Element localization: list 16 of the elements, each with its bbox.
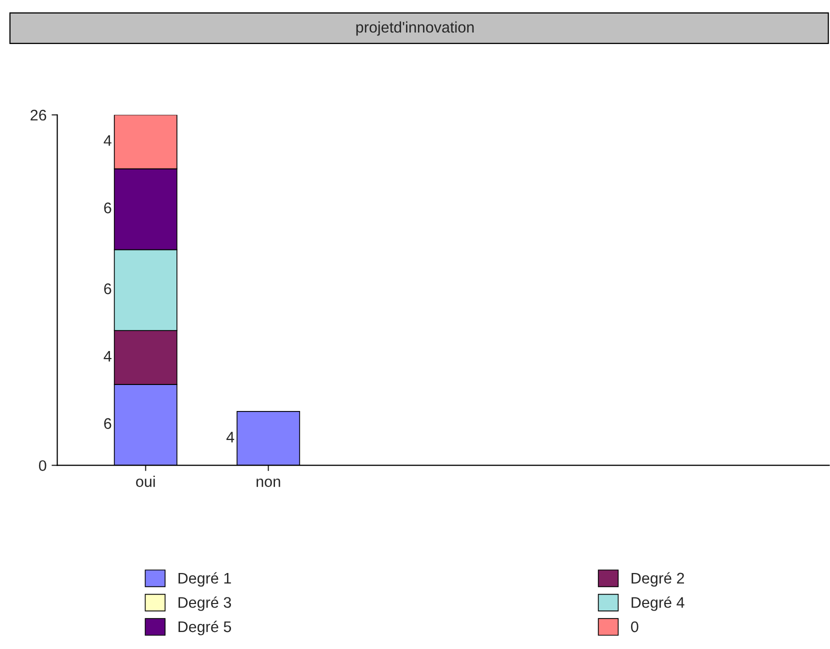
- legend-label: Degré 4: [632, 596, 684, 611]
- legend-label: Degré 1: [178, 572, 231, 587]
- y-tick-label: 26: [30, 110, 46, 121]
- legend-label: 0: [631, 621, 638, 632]
- legend-label: Degré 5: [178, 620, 232, 636]
- x-tick-label: non: [256, 478, 280, 487]
- data-label: 4: [104, 350, 112, 362]
- data-label: 6: [104, 202, 112, 214]
- legend-label: Degré 3: [178, 596, 231, 611]
- legend-label: Degré 2: [632, 572, 684, 587]
- x-tick-label: oui: [136, 476, 155, 487]
- text: projetd'innovation: [356, 21, 474, 36]
- data-label: 6: [104, 283, 112, 294]
- data-label: 4: [104, 135, 112, 146]
- data-label: 6: [104, 418, 112, 429]
- data-label: 4: [226, 432, 234, 442]
